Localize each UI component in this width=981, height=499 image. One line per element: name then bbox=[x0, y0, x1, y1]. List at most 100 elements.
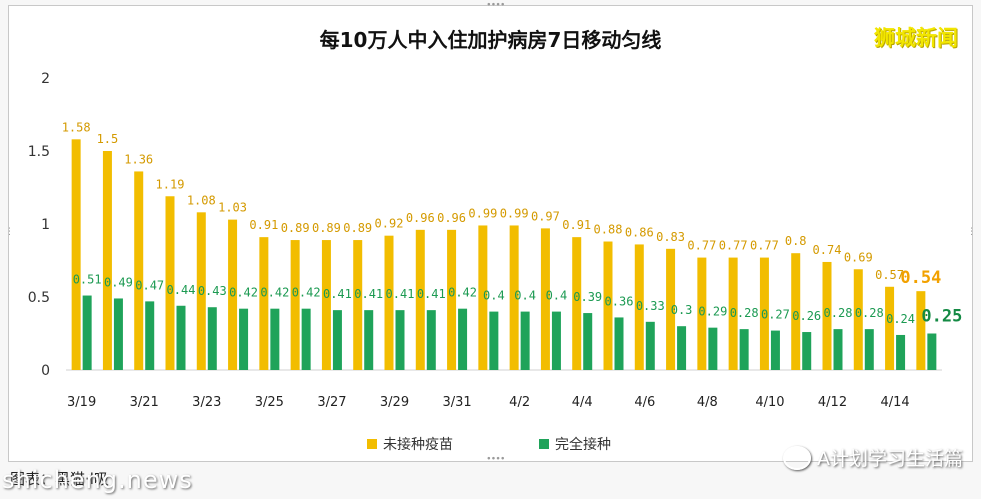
data-label-vaccinated: 0.39 bbox=[573, 290, 602, 304]
bar-unvaccinated bbox=[134, 171, 144, 370]
data-label-vaccinated: 0.4 bbox=[514, 289, 536, 303]
data-label-unvaccinated: 0.83 bbox=[656, 230, 685, 244]
resize-handle-left[interactable]: ⋮ bbox=[5, 227, 14, 237]
bar-vaccinated bbox=[301, 308, 311, 370]
x-tick-label: 4/6 bbox=[634, 395, 655, 410]
bar-vaccinated bbox=[426, 310, 436, 370]
resize-handle-top[interactable]: ∙∙∙∙ bbox=[486, 0, 506, 10]
data-label-unvaccinated: 0.77 bbox=[750, 239, 779, 253]
data-label-vaccinated: 0.3 bbox=[671, 303, 693, 317]
bar-vaccinated bbox=[270, 308, 280, 370]
y-tick-label: 1.5 bbox=[28, 144, 50, 160]
bar-unvaccinated bbox=[634, 244, 644, 370]
data-label-unvaccinated: 1.36 bbox=[124, 152, 153, 166]
data-label-vaccinated: 0.33 bbox=[636, 299, 665, 313]
data-label-vaccinated: 0.42 bbox=[292, 286, 321, 300]
bar-unvaccinated bbox=[290, 240, 300, 370]
data-label-vaccinated: 0.4 bbox=[483, 289, 505, 303]
bar-vaccinated bbox=[239, 308, 249, 370]
bar-vaccinated bbox=[395, 310, 405, 370]
bar-unvaccinated bbox=[447, 229, 457, 370]
data-label-unvaccinated: 0.57 bbox=[875, 268, 904, 282]
bar-unvaccinated bbox=[697, 257, 707, 370]
bar-vaccinated bbox=[896, 334, 906, 370]
y-tick-label: 1 bbox=[41, 217, 50, 233]
data-label-vaccinated: 0.44 bbox=[167, 283, 196, 297]
bar-unvaccinated bbox=[478, 225, 488, 370]
data-label-unvaccinated: 0.77 bbox=[687, 239, 716, 253]
bar-unvaccinated bbox=[102, 151, 112, 370]
data-label-unvaccinated: 0.96 bbox=[406, 211, 435, 225]
bar-vaccinated bbox=[864, 329, 874, 370]
bar-unvaccinated bbox=[885, 286, 895, 370]
wechat-account: A计划学习生活篇 bbox=[783, 444, 963, 471]
data-label-vaccinated: 0.36 bbox=[605, 294, 634, 308]
bar-unvaccinated bbox=[791, 253, 801, 370]
bar-vaccinated bbox=[113, 298, 123, 370]
data-label-unvaccinated: 0.69 bbox=[844, 250, 873, 264]
x-tick-label: 3/25 bbox=[255, 395, 284, 410]
y-tick-label: 0.5 bbox=[28, 290, 50, 306]
resize-handle-right[interactable]: ⋮ bbox=[967, 227, 976, 237]
bar-unvaccinated bbox=[666, 248, 676, 370]
bar-unvaccinated bbox=[353, 240, 363, 370]
resize-handle-bottom[interactable]: ∙∙∙∙ bbox=[486, 454, 506, 464]
data-label-unvaccinated: 1.03 bbox=[218, 201, 247, 215]
data-label-unvaccinated: 0.99 bbox=[500, 206, 529, 220]
data-label-unvaccinated: 0.88 bbox=[594, 223, 623, 237]
data-label-vaccinated: 0.42 bbox=[448, 286, 477, 300]
data-label-unvaccinated: 1.5 bbox=[97, 132, 119, 146]
y-tick-label: 2 bbox=[41, 71, 50, 87]
bar-vaccinated bbox=[770, 330, 780, 370]
data-label-vaccinated: 0.49 bbox=[104, 275, 133, 289]
bar-unvaccinated bbox=[916, 291, 926, 370]
bar-unvaccinated bbox=[228, 219, 238, 370]
x-tick-label: 3/23 bbox=[192, 395, 221, 410]
bar-vaccinated bbox=[458, 308, 468, 370]
bar-vaccinated bbox=[176, 305, 186, 370]
data-label-vaccinated: 0.51 bbox=[73, 273, 102, 287]
data-label-unvaccinated: 1.19 bbox=[156, 177, 185, 191]
legend-swatch-unvaccinated bbox=[367, 439, 377, 449]
bar-vaccinated bbox=[520, 311, 530, 370]
data-label-unvaccinated: 0.91 bbox=[249, 218, 278, 232]
bar-unvaccinated bbox=[259, 237, 269, 370]
x-tick-label: 4/12 bbox=[818, 395, 847, 410]
data-label-vaccinated: 0.41 bbox=[417, 287, 446, 301]
data-label-unvaccinated: 0.89 bbox=[343, 221, 372, 235]
legend-item-unvaccinated: 未接种疫苗 bbox=[367, 434, 453, 454]
x-tick-label: 4/2 bbox=[509, 395, 530, 410]
bar-unvaccinated bbox=[540, 228, 550, 370]
bar-unvaccinated bbox=[196, 212, 206, 370]
bar-unvaccinated bbox=[572, 237, 582, 370]
data-label-vaccinated: 0.42 bbox=[229, 286, 258, 300]
bar-vaccinated bbox=[583, 313, 593, 370]
data-label-unvaccinated: 0.97 bbox=[531, 209, 560, 223]
bar-unvaccinated bbox=[759, 257, 769, 370]
wechat-account-label: A计划学习生活篇 bbox=[817, 448, 963, 470]
data-label-unvaccinated: 1.08 bbox=[187, 193, 216, 207]
bar-vaccinated bbox=[332, 310, 342, 370]
bar-vaccinated bbox=[364, 310, 374, 370]
data-label-unvaccinated: 0.8 bbox=[785, 234, 807, 248]
bar-vaccinated bbox=[145, 301, 155, 370]
bar-vaccinated bbox=[927, 333, 937, 370]
data-label-unvaccinated: 0.86 bbox=[625, 225, 654, 239]
data-label-vaccinated: 0.42 bbox=[260, 286, 289, 300]
data-label-unvaccinated: 0.89 bbox=[312, 221, 341, 235]
bar-vaccinated bbox=[82, 295, 92, 370]
bar-unvaccinated bbox=[384, 235, 394, 370]
data-label-vaccinated: 0.25 bbox=[921, 307, 962, 327]
data-label-unvaccinated: 1.58 bbox=[62, 120, 91, 134]
data-label-vaccinated: 0.28 bbox=[824, 306, 853, 320]
bar-unvaccinated bbox=[853, 269, 863, 370]
bar-vaccinated bbox=[833, 329, 843, 370]
x-tick-label: 4/10 bbox=[755, 395, 784, 410]
data-label-vaccinated: 0.41 bbox=[323, 287, 352, 301]
watermark: shicheng.news bbox=[2, 466, 193, 494]
legend-label-unvaccinated: 未接种疫苗 bbox=[383, 437, 453, 453]
bar-unvaccinated bbox=[165, 196, 175, 370]
data-label-unvaccinated: 0.54 bbox=[900, 268, 941, 288]
x-tick-label: 3/27 bbox=[317, 395, 346, 410]
